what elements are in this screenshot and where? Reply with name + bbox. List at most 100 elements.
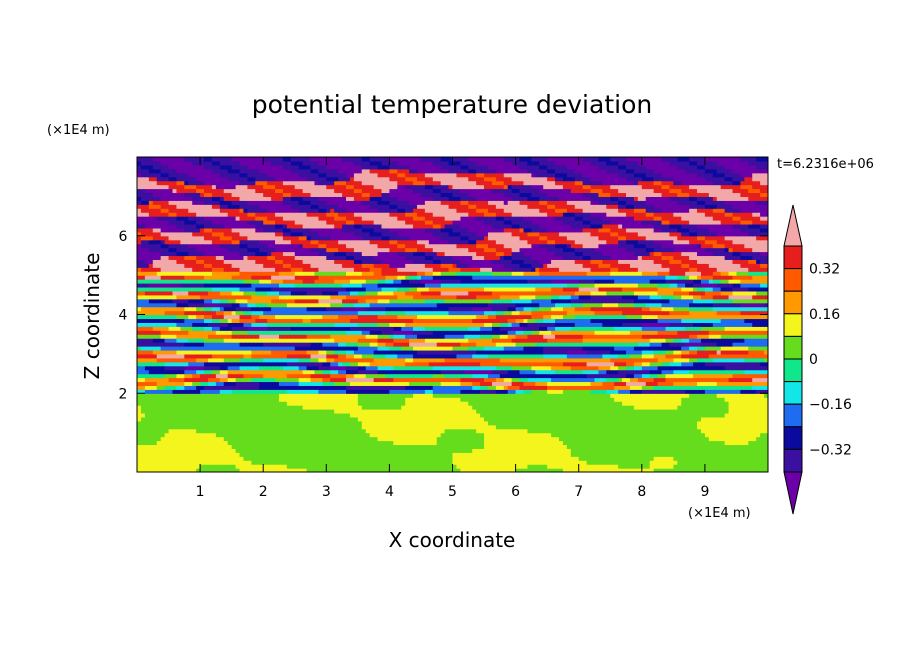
heatmap-cell xyxy=(700,381,706,386)
heatmap-cell xyxy=(637,393,643,398)
heatmap-cell xyxy=(349,353,355,359)
heatmap-cell xyxy=(744,361,749,367)
heatmap-cell xyxy=(637,420,643,426)
heatmap-cell xyxy=(697,448,702,453)
heatmap-cell xyxy=(318,349,323,355)
heatmap-cell xyxy=(318,432,323,438)
heatmap-cell xyxy=(223,357,229,363)
heatmap-cell xyxy=(417,448,422,453)
heatmap-cell xyxy=(499,456,505,461)
heatmap-cell xyxy=(700,401,706,406)
heatmap-cell xyxy=(176,389,181,394)
heatmap-cell xyxy=(464,440,469,446)
heatmap-cell xyxy=(724,412,730,418)
heatmap-cell xyxy=(271,357,276,363)
heatmap-cell xyxy=(137,412,142,418)
heatmap-cell xyxy=(570,389,576,394)
heatmap-cell xyxy=(219,456,225,461)
heatmap-cell xyxy=(626,444,631,449)
heatmap-cell xyxy=(476,393,481,398)
heatmap-cell xyxy=(417,369,422,375)
heatmap-cell xyxy=(164,444,170,449)
heatmap-cell xyxy=(204,464,209,469)
heatmap-cell xyxy=(259,424,264,430)
heatmap-cell xyxy=(207,377,213,383)
heatmap-cell xyxy=(681,381,686,386)
heatmap-cell xyxy=(334,460,339,465)
heatmap-cell xyxy=(180,412,185,418)
heatmap-cell xyxy=(440,385,446,390)
heatmap-cell xyxy=(318,381,323,386)
heatmap-cell xyxy=(653,409,659,414)
heatmap-cell xyxy=(369,393,375,398)
heatmap-cell xyxy=(349,432,355,438)
heatmap-cell xyxy=(685,412,690,418)
heatmap-cell xyxy=(298,405,304,410)
heatmap-cell xyxy=(673,444,678,449)
heatmap-cell xyxy=(168,424,174,430)
heatmap-cell xyxy=(144,444,150,449)
heatmap-cell xyxy=(606,377,611,383)
heatmap-cell xyxy=(223,405,229,410)
heatmap-cell xyxy=(318,428,323,434)
heatmap-cell xyxy=(338,416,343,422)
heatmap-cell xyxy=(267,432,272,438)
heatmap-cell xyxy=(543,357,548,363)
heatmap-cell xyxy=(196,377,201,383)
heatmap-cell xyxy=(523,353,529,359)
heatmap-cell xyxy=(377,405,383,410)
heatmap-cell xyxy=(353,353,359,359)
heatmap-cell xyxy=(188,389,193,394)
heatmap-cell xyxy=(231,405,237,410)
heatmap-cell xyxy=(373,428,379,434)
heatmap-cell xyxy=(606,385,611,390)
heatmap-cell xyxy=(641,464,647,469)
heatmap-cell xyxy=(693,365,698,371)
heatmap-cell xyxy=(523,393,529,398)
heatmap-cell xyxy=(728,361,734,367)
heatmap-cell xyxy=(219,365,225,371)
heatmap-cell xyxy=(255,393,260,398)
heatmap-cell xyxy=(235,444,241,449)
heatmap-cell xyxy=(235,420,241,426)
heatmap-cell xyxy=(278,405,284,410)
heatmap-cell xyxy=(432,448,438,453)
heatmap-cell xyxy=(562,357,568,363)
heatmap-cell xyxy=(720,464,726,469)
heatmap-cell xyxy=(484,409,489,414)
heatmap-cell xyxy=(598,444,603,449)
heatmap-cell xyxy=(247,377,252,383)
heatmap-cell xyxy=(298,397,304,402)
heatmap-cell xyxy=(346,452,351,457)
heatmap-cell xyxy=(756,420,761,426)
heatmap-cell xyxy=(594,440,600,446)
heatmap-cell xyxy=(629,432,635,438)
heatmap-cell xyxy=(152,416,158,422)
heatmap-cell xyxy=(172,365,178,371)
heatmap-cell xyxy=(586,349,592,355)
heatmap-cell xyxy=(219,353,225,359)
heatmap-cell xyxy=(247,444,252,449)
heatmap-cell xyxy=(349,448,355,453)
heatmap-cell xyxy=(322,361,327,367)
heatmap-cell xyxy=(298,420,304,426)
heatmap-cell xyxy=(495,464,501,469)
heatmap-cell xyxy=(334,361,339,367)
heatmap-cell xyxy=(156,416,162,422)
heatmap-cell xyxy=(184,432,189,438)
heatmap-cell xyxy=(626,381,631,386)
heatmap-cell xyxy=(184,349,189,355)
heatmap-cell xyxy=(519,349,525,355)
heatmap-cell xyxy=(397,401,402,406)
heatmap-cell xyxy=(227,381,233,386)
heatmap-cell xyxy=(196,464,201,469)
heatmap-cell xyxy=(614,409,619,414)
heatmap-cell xyxy=(562,460,568,465)
heatmap-cell xyxy=(306,389,312,394)
heatmap-cell xyxy=(373,405,379,410)
heatmap-cell xyxy=(535,440,540,446)
heatmap-cell xyxy=(373,369,379,375)
heatmap-cell xyxy=(495,381,501,386)
heatmap-cell xyxy=(255,444,260,449)
heatmap-cell xyxy=(720,452,726,457)
